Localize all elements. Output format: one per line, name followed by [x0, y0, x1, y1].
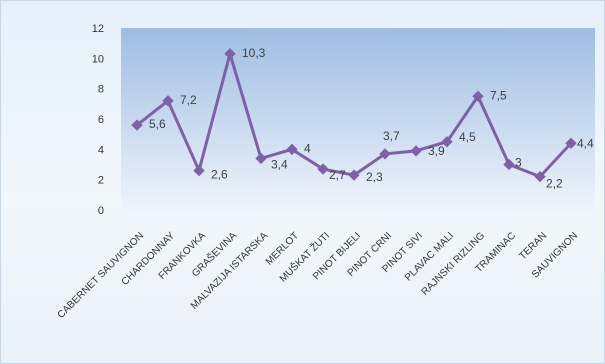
data-point [379, 148, 391, 160]
data-point [224, 48, 236, 60]
data-point [441, 136, 453, 148]
y-tick-label: 6 [98, 114, 104, 126]
data-point [193, 164, 205, 177]
data-labels: 5,6 7,2 2,6 10,3 3,4 4 2,7 2,3 3,7 3,9 4,5 7,5 3 2,2 4… [149, 46, 594, 191]
data-point [348, 169, 360, 181]
data-point [317, 163, 329, 175]
x-axis: CABERNET SAUVIGNONCHARDONNAYFRANKOVKAGRA… [56, 229, 581, 321]
data-point [255, 152, 267, 165]
y-tick-label: 8 [98, 84, 104, 96]
data-label: 4 [304, 141, 311, 155]
y-tick-label: 12 [92, 23, 104, 35]
series-layer [131, 48, 577, 183]
data-point [565, 137, 577, 149]
data-label: 3,4 [271, 157, 288, 171]
x-tick-label: CHARDONNAY [120, 230, 178, 288]
data-label: 3,7 [383, 129, 400, 143]
data-label: 4,4 [577, 136, 594, 150]
data-label: 7,2 [180, 93, 197, 107]
data-label: 10,3 [242, 46, 266, 60]
y-tick-label: 4 [98, 144, 104, 156]
data-label: 3,9 [428, 144, 445, 158]
data-point [286, 143, 298, 155]
data-point [503, 158, 515, 171]
y-tick-label: 2 [98, 175, 104, 187]
data-label: 3 [515, 156, 522, 170]
data-label: 4,5 [459, 130, 476, 144]
data-point [410, 145, 422, 157]
data-label: 2,3 [366, 170, 383, 184]
data-label: 2,7 [329, 168, 346, 182]
data-label: 2,6 [211, 168, 228, 182]
y-axis: 0 2 4 6 8 10 12 [92, 23, 104, 217]
y-tick-label: 10 [92, 53, 104, 65]
data-label: 7,5 [490, 88, 507, 102]
y-tick-label: 0 [98, 205, 104, 217]
data-label: 2,2 [546, 177, 563, 191]
data-label: 5,6 [149, 117, 166, 131]
data-point [534, 170, 546, 183]
plot-area [121, 28, 595, 210]
